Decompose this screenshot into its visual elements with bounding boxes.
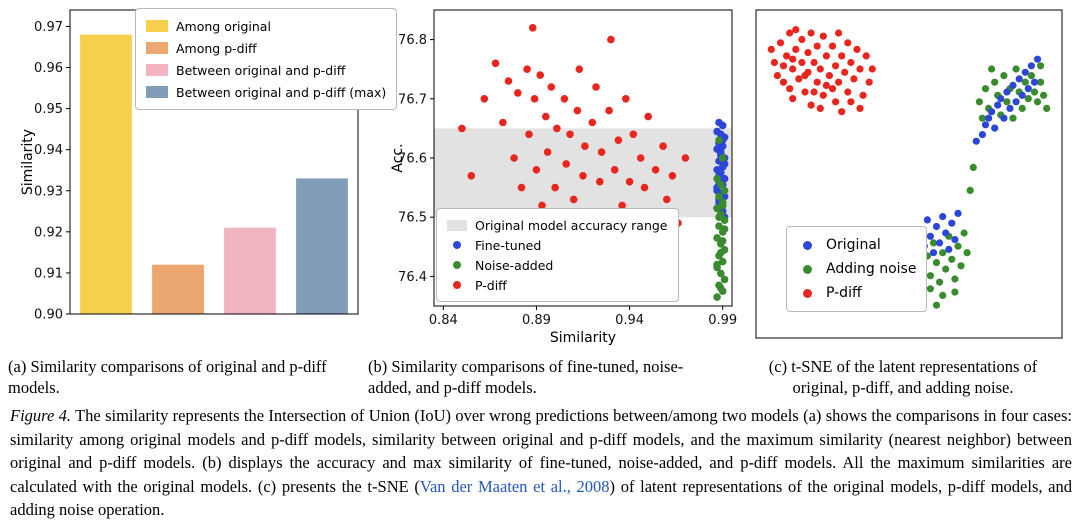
legend-item: Among original xyxy=(146,15,386,37)
legend-item: Noise-added xyxy=(447,255,668,275)
legend-dot-icon xyxy=(453,241,461,249)
svg-text:76.5: 76.5 xyxy=(398,211,427,226)
scatter-chart-svg: 76.4 76.5 76.6 76.7 76.8 0.84 0.89 0.94 0.99 xyxy=(398,9,737,328)
bar-3 xyxy=(296,178,348,314)
svg-text:0.89: 0.89 xyxy=(522,313,551,328)
legend-item: Adding noise xyxy=(797,257,916,281)
axes-frame xyxy=(755,9,1063,339)
legend-patch-icon xyxy=(146,64,168,76)
series-fine-tuned xyxy=(713,118,729,221)
svg-text:76.6: 76.6 xyxy=(398,152,427,167)
svg-text:0.94: 0.94 xyxy=(34,143,63,158)
legend-dot-icon xyxy=(803,264,812,274)
axis-ticks: 76.4 76.5 76.6 76.7 76.8 0.84 0.89 0.94 0.99 xyxy=(398,33,737,328)
subcaption-a: (a) Similarity comparisons of original a… xyxy=(8,357,327,397)
bar-0 xyxy=(80,34,132,314)
svg-text:0.99: 0.99 xyxy=(708,313,737,328)
bar-2 xyxy=(224,227,276,314)
panel-b-ylabel: Acc. xyxy=(390,143,406,173)
figure-caption-text-after: ) of latent representations of the origi… xyxy=(10,476,1072,520)
svg-text:0.92: 0.92 xyxy=(34,225,63,240)
legend-label: Noise-added xyxy=(475,257,554,273)
panel-b-scatter-chart: 76.4 76.5 76.6 76.7 76.8 0.84 0.89 0.94 0.99 Acc… xyxy=(388,2,740,354)
figure-caption-text-before: The similarity represents the Intersecti… xyxy=(10,406,1073,496)
svg-text:0.91: 0.91 xyxy=(34,266,63,281)
legend-item: P-diff xyxy=(797,281,916,305)
legend-dot-icon xyxy=(453,281,461,289)
figure-caption: Figure 4. The similarity represents the … xyxy=(10,404,1072,522)
legend-item: Between original and p-diff (max) xyxy=(146,81,386,103)
series-original xyxy=(920,55,1042,257)
legend-label: P-diff xyxy=(826,285,862,301)
panel-c-tsne-chart: Original Adding noise P-diff xyxy=(752,2,1066,346)
legend-patch-icon xyxy=(146,86,168,98)
panel-c-legend: Original Adding noise P-diff xyxy=(786,226,928,312)
svg-text:0.95: 0.95 xyxy=(34,102,63,117)
subcaption-b: (b) Similarity comparisons of fine-tuned… xyxy=(368,357,684,397)
panel-a-ylabel: Similarity xyxy=(20,128,36,196)
legend-label: P-diff xyxy=(475,277,507,293)
svg-text:76.7: 76.7 xyxy=(398,92,427,107)
svg-text:76.4: 76.4 xyxy=(398,270,427,285)
legend-item: Between original and p-diff xyxy=(146,59,386,81)
bars xyxy=(80,34,348,314)
series-adding-noise xyxy=(914,62,1051,309)
svg-text:0.93: 0.93 xyxy=(34,184,63,199)
bar-chart-svg: 0.90 0.91 0.92 0.93 0.94 0.95 0.96 0.97 xyxy=(34,9,359,323)
legend-patch-icon xyxy=(447,219,467,231)
svg-text:0.94: 0.94 xyxy=(615,313,644,328)
legend-patch-icon xyxy=(146,20,168,32)
legend-patch-icon xyxy=(146,42,168,54)
legend-item: Among p-diff xyxy=(146,37,386,59)
legend-item: Fine-tuned xyxy=(447,235,668,255)
bar-1 xyxy=(152,264,204,314)
panel-a-legend: Among original Among p-diff Between orig… xyxy=(135,8,398,110)
tsne-chart-svg xyxy=(755,9,1063,339)
svg-text:0.84: 0.84 xyxy=(429,313,458,328)
legend-label: Between original and p-diff xyxy=(176,62,346,78)
series-noise-added xyxy=(713,136,729,301)
legend-item: Original model accuracy range xyxy=(447,215,668,235)
legend-item: P-diff xyxy=(447,275,668,295)
series-p-diff xyxy=(767,26,876,116)
legend-dot-icon xyxy=(803,288,812,298)
legend-dot-icon xyxy=(453,261,461,269)
legend-label: Fine-tuned xyxy=(475,237,542,253)
figure-label: Figure 4. xyxy=(10,406,72,425)
svg-text:76.8: 76.8 xyxy=(398,33,427,48)
panel-b-legend: Original model accuracy range Fine-tuned… xyxy=(436,208,679,302)
subcaption-c: (c) t-SNE of the latent representations … xyxy=(768,357,1038,397)
legend-label: Original xyxy=(826,237,881,253)
svg-text:0.96: 0.96 xyxy=(34,61,63,76)
panel-a-bar-chart: 0.90 0.91 0.92 0.93 0.94 0.95 0.96 0.97 Similar… xyxy=(14,2,398,334)
legend-label: Among p-diff xyxy=(176,40,257,56)
legend-item: Original xyxy=(797,233,916,257)
legend-label: Between original and p-diff (max) xyxy=(176,84,387,100)
citation-link[interactable]: Van der Maaten et al., 2008 xyxy=(419,476,610,496)
legend-dot-icon xyxy=(803,240,812,250)
legend-label: Adding noise xyxy=(826,261,917,277)
svg-text:0.90: 0.90 xyxy=(34,308,63,323)
legend-label: Among original xyxy=(176,18,271,34)
panel-b-xlabel: Similarity xyxy=(549,330,617,346)
axis-ticks: 0.90 0.91 0.92 0.93 0.94 0.95 0.96 0.97 xyxy=(34,20,70,323)
legend-label: Original model accuracy range xyxy=(475,217,668,233)
svg-text:0.97: 0.97 xyxy=(34,20,63,35)
